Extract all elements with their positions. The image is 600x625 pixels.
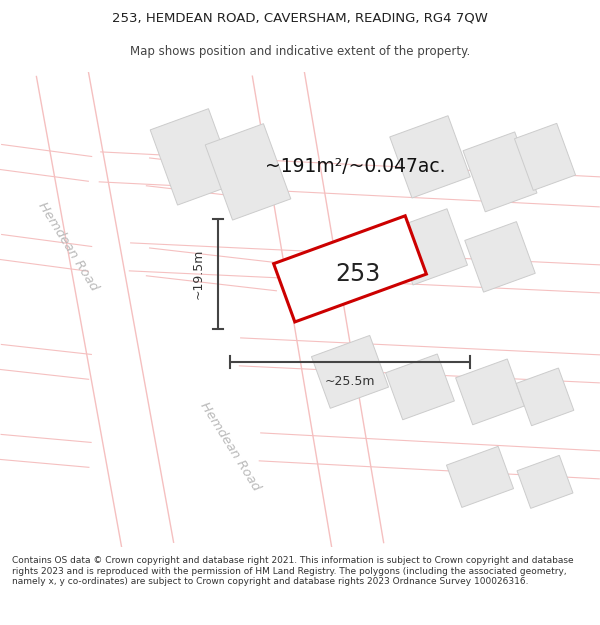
Polygon shape — [274, 216, 427, 322]
Polygon shape — [455, 359, 524, 425]
Text: 253: 253 — [335, 262, 380, 286]
Text: ~191m²/~0.047ac.: ~191m²/~0.047ac. — [265, 158, 445, 176]
Polygon shape — [311, 336, 389, 408]
Polygon shape — [392, 209, 467, 285]
Text: ~19.5m: ~19.5m — [191, 249, 205, 299]
Text: Hemdean Road: Hemdean Road — [35, 200, 101, 294]
Text: Hemdean Road: Hemdean Road — [197, 400, 263, 494]
Polygon shape — [446, 446, 514, 508]
Polygon shape — [463, 132, 537, 212]
Polygon shape — [514, 123, 575, 191]
Text: 253, HEMDEAN ROAD, CAVERSHAM, READING, RG4 7QW: 253, HEMDEAN ROAD, CAVERSHAM, READING, R… — [112, 12, 488, 25]
Polygon shape — [386, 354, 454, 420]
Polygon shape — [150, 109, 236, 205]
Polygon shape — [465, 222, 535, 292]
Polygon shape — [516, 368, 574, 426]
Text: ~25.5m: ~25.5m — [325, 376, 375, 388]
Text: Contains OS data © Crown copyright and database right 2021. This information is : Contains OS data © Crown copyright and d… — [12, 556, 574, 586]
Text: Map shows position and indicative extent of the property.: Map shows position and indicative extent… — [130, 45, 470, 58]
Polygon shape — [390, 116, 470, 198]
Polygon shape — [205, 124, 291, 220]
Polygon shape — [517, 456, 573, 508]
